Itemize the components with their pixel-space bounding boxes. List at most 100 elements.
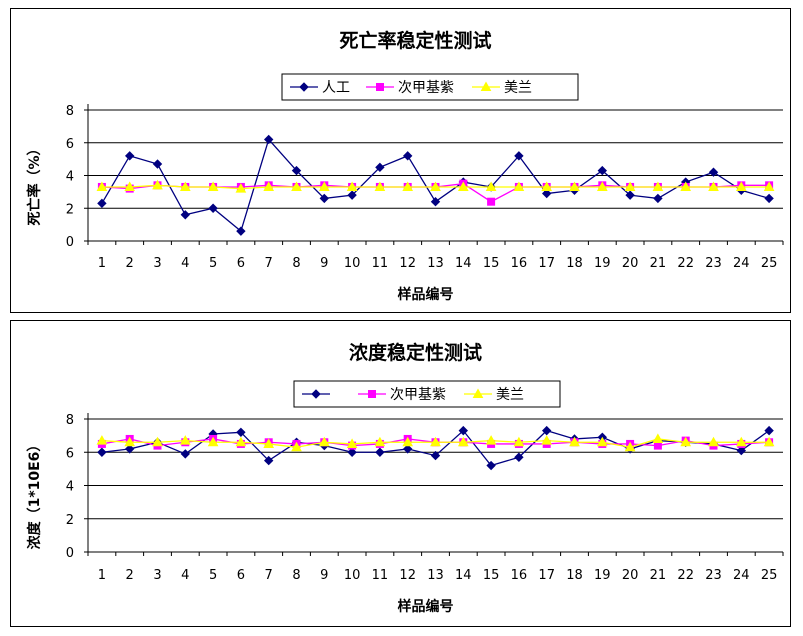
x-tick-label: 12 xyxy=(399,256,416,271)
data-point xyxy=(374,436,386,447)
data-point xyxy=(152,159,163,169)
x-tick-label: 14 xyxy=(455,256,472,271)
data-point xyxy=(541,425,552,436)
data-point xyxy=(263,181,275,191)
data-point xyxy=(596,436,608,447)
legend: 次甲基紫 美兰 xyxy=(293,380,561,408)
x-tick-label: 23 xyxy=(705,568,722,583)
chart-title: 浓度稳定性测试 xyxy=(349,341,482,364)
legend-marker xyxy=(472,388,484,398)
data-point xyxy=(653,193,663,204)
data-point xyxy=(457,181,469,191)
data-point xyxy=(96,435,108,445)
x-axis-label: 样品编号 xyxy=(398,286,454,303)
data-point xyxy=(513,436,525,447)
data-point xyxy=(680,181,692,191)
data-point xyxy=(763,181,775,191)
legend-label: 人工 xyxy=(322,80,350,96)
y-tick-label: 4 xyxy=(66,170,74,185)
x-tick-label: 22 xyxy=(677,568,694,583)
data-point xyxy=(124,151,135,161)
data-point xyxy=(180,210,191,220)
y-axis-label: 浓度（1*10E6） xyxy=(26,438,43,550)
data-point xyxy=(263,438,275,448)
x-tick-label: 24 xyxy=(733,256,750,271)
legend-box xyxy=(293,380,561,408)
x-tick-label: 3 xyxy=(153,568,161,583)
data-point xyxy=(430,450,441,461)
mortality-chart-panel: 死亡率稳定性测试 0 2 4 6 8 1 2 3 4 5 6 7 8 9 10 11 12 13 14 15 16 17 18… xyxy=(10,8,791,313)
data-point xyxy=(569,436,580,447)
data-point xyxy=(457,436,469,447)
data-point xyxy=(152,179,163,190)
chart-title: 死亡率稳定性测试 xyxy=(339,29,491,52)
x-tick-label: 4 xyxy=(181,256,189,271)
x-tick-label: 25 xyxy=(761,256,778,271)
data-point xyxy=(541,188,552,199)
x-tick-label: 21 xyxy=(650,256,667,271)
data-point xyxy=(541,435,553,445)
x-tick-label: 14 xyxy=(455,568,472,583)
x-tick-label: 18 xyxy=(566,568,583,583)
data-point xyxy=(596,181,608,191)
data-point xyxy=(124,444,135,454)
x-tick-label: 11 xyxy=(372,568,389,583)
x-tick-label: 10 xyxy=(344,256,361,271)
data-point xyxy=(179,435,191,445)
data-point xyxy=(458,425,469,436)
data-point xyxy=(652,181,664,191)
x-tick-label: 2 xyxy=(126,568,134,583)
data-point xyxy=(486,460,496,471)
data-point xyxy=(235,436,247,447)
series-line xyxy=(101,429,770,467)
data-point xyxy=(485,435,497,445)
data-point xyxy=(764,193,774,204)
x-tick-label: 18 xyxy=(566,256,583,271)
data-point xyxy=(514,151,524,161)
x-tick-label: 12 xyxy=(399,568,416,583)
data-point xyxy=(402,436,414,447)
data-point xyxy=(402,151,413,161)
data-point xyxy=(652,433,664,443)
data-point xyxy=(708,181,719,191)
data-point xyxy=(680,436,692,447)
data-point xyxy=(430,196,441,207)
data-point xyxy=(207,181,219,191)
y-tick-label: 6 xyxy=(66,446,74,461)
data-point xyxy=(347,190,357,200)
x-tick-label: 2 xyxy=(126,256,134,271)
legend-marker xyxy=(299,82,309,92)
data-point xyxy=(569,181,580,191)
data-point xyxy=(207,436,219,447)
data-point xyxy=(402,181,414,191)
data-point xyxy=(208,203,218,213)
data-point xyxy=(374,181,386,191)
legend-marker xyxy=(368,390,376,398)
x-tick-label: 1 xyxy=(98,256,106,271)
data-point xyxy=(402,444,413,454)
y-tick-label: 8 xyxy=(66,104,74,119)
data-point xyxy=(735,181,747,191)
x-tick-label: 8 xyxy=(292,256,300,271)
data-point xyxy=(346,181,358,191)
x-tick-label: 8 xyxy=(292,568,300,583)
data-point xyxy=(263,134,274,145)
data-point xyxy=(291,441,302,452)
x-tick-label: 7 xyxy=(265,568,273,583)
data-point xyxy=(152,436,163,447)
x-tick-label: 6 xyxy=(237,568,245,583)
data-point xyxy=(97,447,107,457)
data-point xyxy=(375,162,385,173)
data-point xyxy=(430,436,441,447)
legend-box xyxy=(281,73,579,101)
x-tick-label: 13 xyxy=(427,568,444,583)
x-tick-label: 19 xyxy=(594,256,611,271)
y-tick-label: 6 xyxy=(66,137,74,152)
data-point xyxy=(708,167,719,177)
y-tick-label: 8 xyxy=(66,413,74,428)
x-tick-label: 6 xyxy=(237,256,245,271)
data-point xyxy=(375,447,385,457)
series-0 xyxy=(97,425,774,471)
x-tick-label: 7 xyxy=(265,256,273,271)
